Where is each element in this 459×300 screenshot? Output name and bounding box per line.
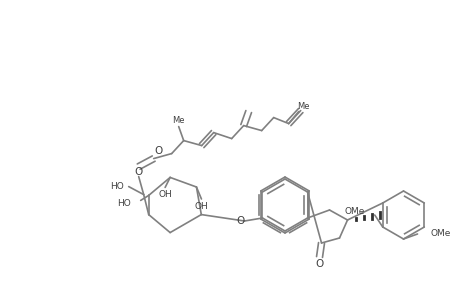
Text: OMe: OMe [344, 208, 364, 217]
Text: O: O [315, 259, 323, 269]
Text: OMe: OMe [430, 230, 450, 238]
Text: O: O [134, 167, 142, 177]
Text: OH: OH [194, 202, 208, 211]
Text: Me: Me [172, 116, 185, 125]
Text: O: O [154, 146, 162, 156]
Text: O: O [236, 216, 244, 226]
Text: Me: Me [297, 102, 309, 111]
Text: HO: HO [110, 182, 123, 191]
Text: OH: OH [158, 190, 172, 199]
Text: HO: HO [117, 199, 130, 208]
